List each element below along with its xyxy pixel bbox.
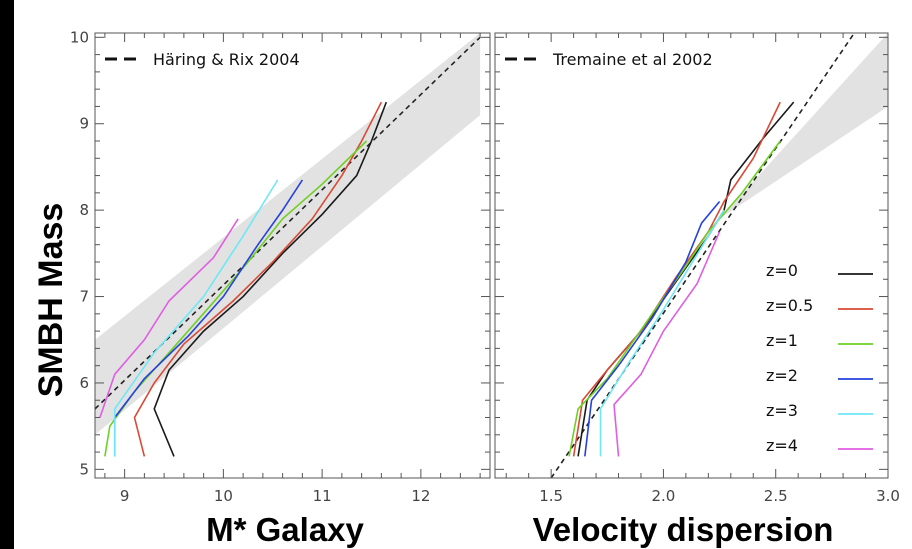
plot-frame <box>494 32 889 479</box>
y-tick-label: 10 <box>70 28 89 46</box>
x-tick-label: 1.5 <box>539 487 563 505</box>
series-line-z3 <box>113 179 304 457</box>
panels: 5 6 7 8 9 10 9 10 11 12 Häring & Rix 2004 M* Galaxy… <box>70 28 900 548</box>
x-tick-label: 10 <box>214 487 233 505</box>
x-tick-label: 9 <box>120 487 130 505</box>
series-line-z3 <box>584 200 721 457</box>
series-legend-label: z=2 <box>766 366 798 385</box>
series-line-z0 <box>153 101 388 457</box>
plot-frame <box>94 32 491 479</box>
series-legend-label: z=1 <box>766 331 798 350</box>
x-tick-label: 2.0 <box>651 487 675 505</box>
series-line-z4 <box>113 179 279 457</box>
scatter-band <box>95 33 481 435</box>
y-axis-title: SMBH Mass <box>32 203 70 398</box>
reference-legend-label: Tremaine et al 2002 <box>552 50 713 69</box>
y-tick-label: 8 <box>79 201 89 219</box>
x-tick-label: 11 <box>313 487 332 505</box>
y-tick-label: 5 <box>79 460 89 478</box>
x-tick-label: 2.5 <box>764 487 788 505</box>
y-tick-label: 9 <box>79 115 89 133</box>
panel-2: 1.5 2.0 2.5 3.0 Tremaine et al 2002 z=0 z=0.5 z… <box>494 32 900 548</box>
series-legend-label: z=4 <box>766 436 798 455</box>
x-axis-title: M* Galaxy <box>206 511 364 548</box>
series-line-z5 <box>99 218 239 418</box>
y-tick-label: 7 <box>79 288 89 306</box>
panel-1: 5 6 7 8 9 10 9 10 11 12 Häring & Rix 2004 M* Galaxy <box>70 28 491 548</box>
series-line-z2 <box>104 140 368 457</box>
x-tick-label: 12 <box>411 487 430 505</box>
series-line-z5 <box>613 231 721 457</box>
reference-line <box>95 36 481 410</box>
plot-area <box>95 33 481 457</box>
series-legend-label: z=3 <box>766 401 798 420</box>
x-tick-label: 3.0 <box>876 487 900 505</box>
series-line-z1 <box>133 101 383 457</box>
x-axis-title: Velocity dispersion <box>533 511 834 548</box>
y-tick-label: 6 <box>79 374 89 392</box>
series-line-z4 <box>599 209 725 457</box>
series-line-z0 <box>577 101 795 457</box>
series-legend-label: z=0.5 <box>766 296 813 315</box>
series-legend-label: z=0 <box>766 261 798 280</box>
reference-legend-label: Häring & Rix 2004 <box>153 50 300 69</box>
plot-area <box>495 33 888 478</box>
scatter-band <box>495 33 888 478</box>
